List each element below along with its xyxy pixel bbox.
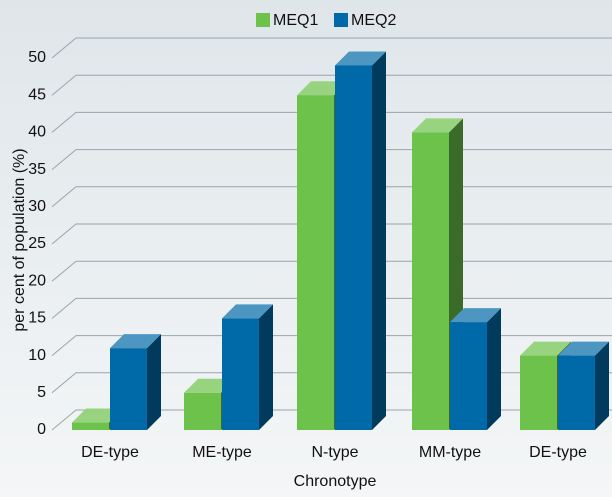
bar-side <box>595 341 609 430</box>
bar-top <box>110 334 161 349</box>
y-axis-title: per cent of population (%) <box>11 148 28 331</box>
y-tick-label: 10 <box>28 347 46 364</box>
bar-side <box>487 308 501 430</box>
y-tick-label: 45 <box>28 86 46 103</box>
bar-top <box>412 118 463 133</box>
bar-top <box>558 341 609 356</box>
bar <box>110 348 147 430</box>
bar-side <box>372 51 386 430</box>
bar-top <box>335 51 386 66</box>
x-tick-label: ME-type <box>192 444 252 461</box>
bar-side <box>259 304 273 430</box>
bar <box>72 422 109 430</box>
y-tick-label: 40 <box>28 124 46 141</box>
bar <box>450 322 487 430</box>
bar <box>222 318 259 430</box>
y-tick-label: 30 <box>28 198 46 215</box>
bar-top <box>450 308 501 323</box>
x-axis-title: Chronotype <box>294 473 377 490</box>
bar-side <box>147 334 161 430</box>
x-tick-label: N-type <box>311 444 358 461</box>
y-tick-label: 15 <box>28 310 46 327</box>
legend-swatch <box>256 13 270 27</box>
x-tick-label: MM-type <box>419 444 481 461</box>
bar-top <box>222 304 273 319</box>
bar-top <box>520 341 571 356</box>
y-tick-label: 50 <box>28 49 46 66</box>
legend-swatch <box>334 13 348 27</box>
grid-line <box>51 111 612 133</box>
bar <box>297 95 334 430</box>
bar <box>335 65 372 430</box>
x-tick-label: DE-type <box>529 444 587 461</box>
y-tick-label: 5 <box>37 384 46 401</box>
y-tick-label: 35 <box>28 161 46 178</box>
x-tick-label: DE-type <box>81 444 139 461</box>
legend-label: MEQ1 <box>273 12 318 29</box>
y-tick-label: 25 <box>28 235 46 252</box>
bar <box>520 355 557 430</box>
bar <box>558 355 595 430</box>
bar <box>412 132 449 430</box>
bar <box>184 392 221 430</box>
y-tick-label: 0 <box>37 421 46 438</box>
grid-line <box>51 37 612 59</box>
y-tick-label: 20 <box>28 272 46 289</box>
legend-label: MEQ2 <box>351 12 396 29</box>
grid-line <box>51 74 612 96</box>
